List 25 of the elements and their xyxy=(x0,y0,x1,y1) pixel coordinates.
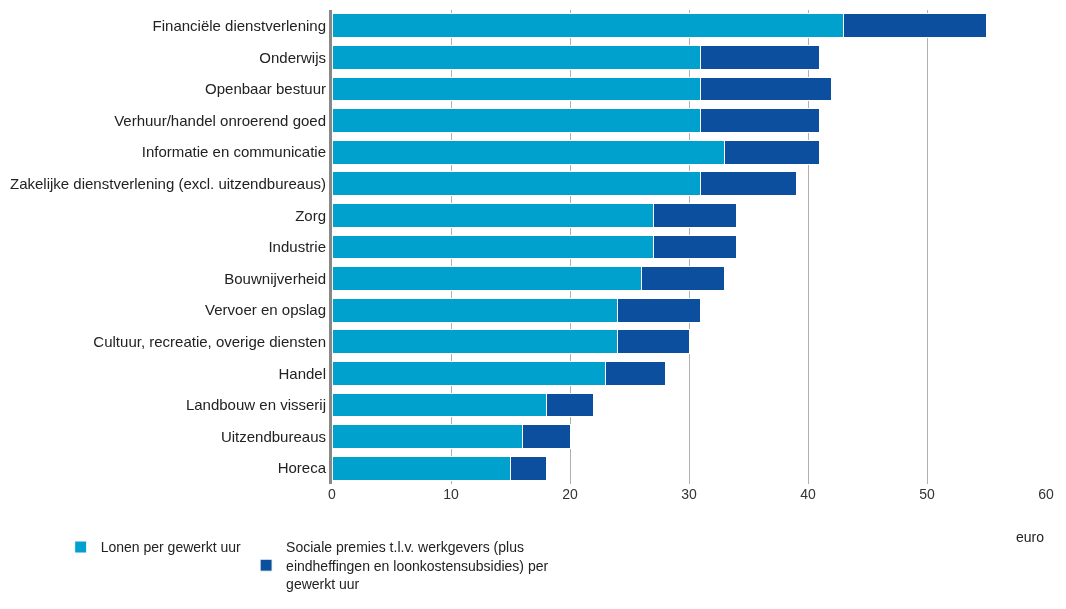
x-tick-label: 20 xyxy=(562,486,578,502)
x-tick-label: 60 xyxy=(1038,486,1054,502)
y-tick-label: Horeca xyxy=(277,459,327,477)
y-tick-label: Cultuur, recreatie, overige diensten xyxy=(93,333,326,351)
x-tick-label: 10 xyxy=(443,486,459,502)
x-tick-label: 40 xyxy=(800,486,816,502)
y-tick-label: Handel xyxy=(278,364,326,382)
y-tick-label: Industrie xyxy=(268,238,326,256)
y-tick-label: Uitzendbureaus xyxy=(220,427,326,445)
y-tick-label: Openbaar bestuur xyxy=(205,80,326,98)
legend-label: Sociale premies t.l.v. werkgevers (plus eindheffingen en loonkostensubsidies) per gewerkt uur xyxy=(286,539,549,592)
y-tick-label: Onderwijs xyxy=(259,48,326,66)
y-tick-label: Zakelijke dienstverlening (excl. uitzendbureaus) xyxy=(10,175,326,193)
x-tick-label: 50 xyxy=(919,486,935,502)
y-tick-label: Informatie en communicatie xyxy=(141,143,326,161)
y-tick-label: Zorg xyxy=(295,206,326,224)
y-tick-label: Financiële dienstverlening xyxy=(152,17,326,35)
y-tick-label: Landbouw en visserij xyxy=(185,396,326,414)
y-tick-label: Vervoer en opslag xyxy=(205,301,326,319)
x-tick-label: 0 xyxy=(328,486,337,502)
y-tick-label: Verhuur/handel onroerend goed xyxy=(114,111,326,129)
legend-label: Lonen per gewerkt uur xyxy=(100,539,242,556)
y-tick-label: Bouwnijverheid xyxy=(224,269,326,287)
x-tick-label: 30 xyxy=(681,486,697,502)
x-axis-title: euro xyxy=(1016,529,1045,545)
